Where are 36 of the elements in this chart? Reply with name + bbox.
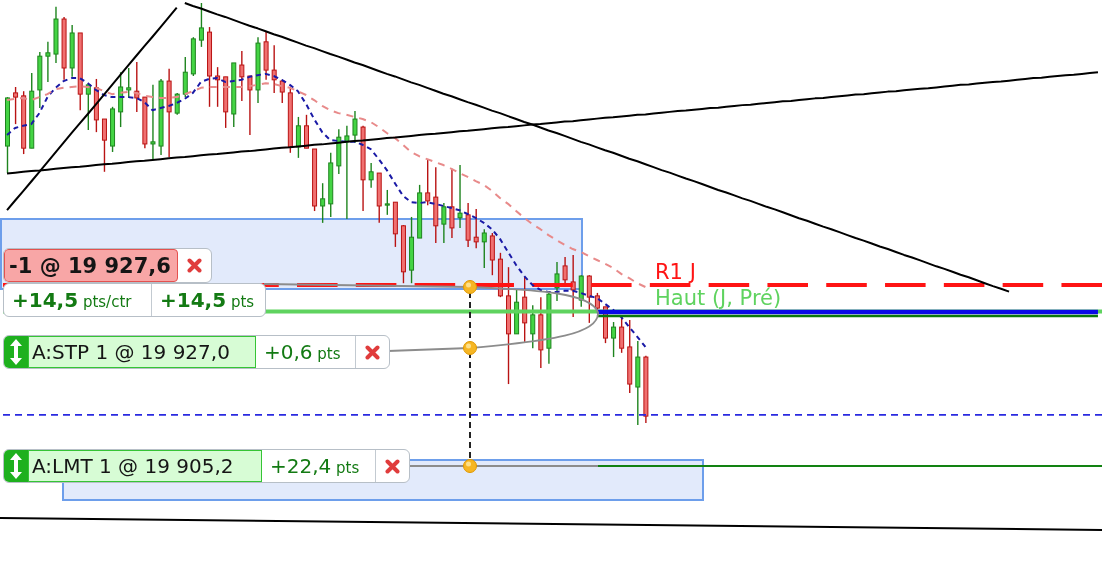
annotation: -1 @ 19 927,6: [9, 253, 171, 278]
candlestick: [101, 118, 107, 173]
ref-line-label: R1 J: [655, 259, 696, 284]
annotation: A:STP 1 @ 19 927,0: [32, 340, 230, 364]
candlestick: [586, 274, 592, 324]
candlestick: [481, 228, 487, 269]
ref-line-label: Haut (J, Pré): [655, 286, 782, 311]
annotation: +14,5 pts/ctr: [12, 288, 132, 312]
candlestick: [45, 41, 51, 83]
candlestick: [530, 304, 536, 349]
candlestick: [150, 84, 156, 160]
candlestick: [473, 208, 479, 249]
candlestick: [441, 202, 447, 244]
candlestick: [384, 189, 390, 216]
candlestick: [295, 116, 301, 159]
candlestick: [611, 321, 617, 358]
text: +22,4 pts: [270, 454, 360, 478]
candlestick: [320, 182, 326, 224]
candlestick: [126, 67, 132, 99]
candlestick: [271, 44, 277, 94]
candlestick: [303, 114, 309, 149]
candlestick: [344, 125, 350, 220]
annotation: +0,6 pts: [264, 340, 341, 364]
candlestick: [182, 56, 188, 98]
candlestick: [449, 168, 455, 239]
candlestick: [198, 2, 204, 48]
candlestick: [247, 75, 253, 136]
annotation: +14,5 pts: [160, 288, 255, 312]
text: A:LMT 1 @ 19 905,2: [32, 454, 234, 478]
candlestick: [13, 86, 19, 125]
candlestick: [619, 316, 625, 354]
candlestick: [425, 158, 431, 206]
candlestick: [352, 110, 358, 144]
candlestick: [457, 164, 463, 229]
candlestick: [368, 162, 374, 189]
candlestick: [239, 50, 245, 102]
